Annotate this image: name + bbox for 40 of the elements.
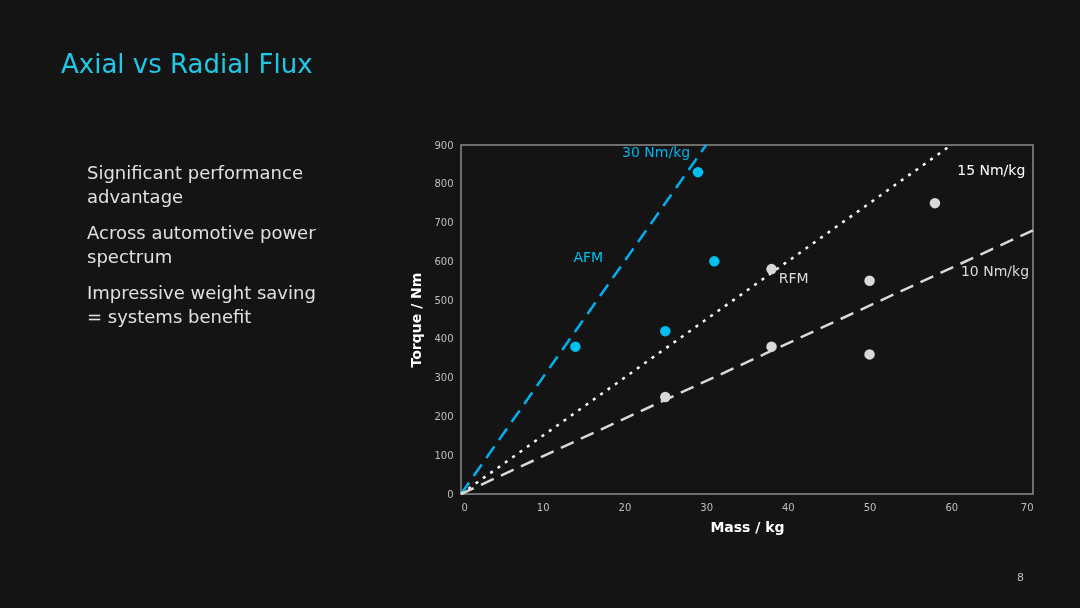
point <box>660 391 671 403</box>
x-tick-label: 40 <box>781 501 795 513</box>
point <box>864 349 875 360</box>
x-axis-title: Mass / kg <box>710 518 785 535</box>
point <box>570 341 581 352</box>
x-tick-label: 60 <box>945 501 959 513</box>
y-tick-label: 100 <box>434 449 454 461</box>
x-tick-label: 70 <box>1020 501 1034 513</box>
series-label: 10 Nm/kg <box>960 263 1030 280</box>
text: Impressive weight saving = systems benefit <box>87 282 316 327</box>
point <box>766 263 777 275</box>
text: 8 <box>1017 571 1024 584</box>
y-tick-label: 800 <box>434 178 454 190</box>
x-tick-label: 50 <box>863 501 877 513</box>
y-tick-label: 300 <box>434 372 454 384</box>
x-tick-label: 30 <box>700 501 714 513</box>
x-tick-label: 0 <box>461 501 468 513</box>
series-label: RFM <box>778 269 809 286</box>
point <box>766 341 777 352</box>
y-tick-label: 200 <box>434 410 454 422</box>
x-tick-label: 20 <box>618 501 632 513</box>
y-tick-label: 400 <box>434 333 454 345</box>
point <box>864 275 875 286</box>
y-tick-label: 500 <box>434 294 454 306</box>
y-tick-label: 0 <box>447 488 454 500</box>
series-label: 30 Nm/kg <box>622 144 691 160</box>
point <box>929 197 941 209</box>
y-tick-label: 600 <box>434 255 454 267</box>
text: AFM <box>573 248 604 265</box>
text: Across automotive power spectrum <box>87 222 317 267</box>
series-label: 15 Nm/kg <box>957 162 1026 178</box>
text: Significant performance advantage <box>87 162 303 207</box>
x-tick-label: 10 <box>536 501 550 513</box>
y-axis-title: Torque / Nm <box>408 272 425 368</box>
point <box>709 256 720 267</box>
y-tick-label: 700 <box>434 217 454 229</box>
point <box>692 166 704 178</box>
point <box>660 325 671 337</box>
y-tick-label: 900 <box>434 139 454 151</box>
text: Axial vs Radial Flux <box>61 49 313 79</box>
